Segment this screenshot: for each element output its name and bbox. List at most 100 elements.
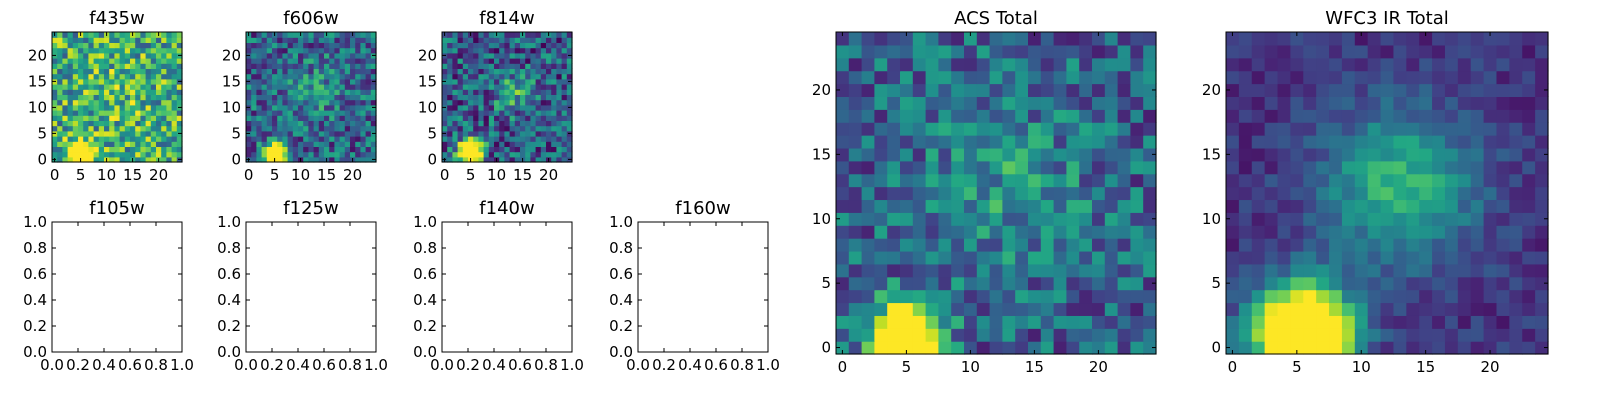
heatmap-cell — [67, 151, 74, 158]
heatmap-cell — [1104, 276, 1119, 291]
heatmap-cell — [282, 99, 289, 106]
heatmap-cell — [150, 156, 157, 163]
heatmap-cell — [1367, 199, 1382, 213]
heatmap-cell — [1303, 135, 1317, 149]
heatmap-cell — [1509, 135, 1523, 149]
heatmap-cell — [874, 315, 888, 329]
heatmap-cell — [1419, 122, 1433, 136]
heatmap-cell — [130, 99, 136, 106]
heatmap-cell — [150, 110, 157, 116]
heatmap-cell — [1509, 315, 1523, 329]
heatmap-cell — [318, 58, 325, 64]
heatmap-cell — [277, 63, 283, 69]
heatmap-cell — [1457, 212, 1472, 226]
heatmap-cell — [355, 136, 361, 142]
heatmap-cell — [83, 84, 89, 90]
heatmap-cell — [861, 160, 875, 175]
heatmap-cell — [951, 186, 965, 201]
heatmap-cell — [514, 146, 521, 153]
heatmap-cell — [156, 125, 162, 132]
heatmap-cell — [925, 302, 939, 316]
heatmap-cell — [473, 68, 479, 75]
heatmap-cell — [324, 120, 330, 127]
x-tick-label: 0.6 — [118, 356, 142, 374]
heatmap-cell — [171, 94, 178, 101]
heatmap-cell — [520, 141, 526, 147]
heatmap-cell — [166, 146, 173, 153]
heatmap-cell — [561, 37, 568, 43]
heatmap-cell — [303, 146, 309, 153]
heatmap-cell — [1444, 238, 1459, 252]
heatmap-cell — [1028, 263, 1042, 278]
heatmap-cell — [1040, 302, 1055, 316]
heatmap-cell — [246, 47, 252, 54]
heatmap-cell — [355, 141, 361, 147]
heatmap-cell — [161, 42, 167, 49]
heatmap-cell — [67, 78, 74, 85]
heatmap-cell — [114, 104, 121, 111]
heatmap-cell — [442, 146, 448, 153]
heatmap-cell — [530, 73, 537, 80]
heatmap-cell — [468, 146, 474, 153]
heatmap-cell — [1354, 109, 1369, 123]
heatmap-cell — [452, 99, 459, 106]
heatmap-cell — [1380, 96, 1395, 110]
heatmap-cell — [951, 160, 965, 175]
heatmap-cell — [1104, 341, 1119, 355]
heatmap-cell — [848, 147, 863, 162]
heatmap-cell — [365, 120, 372, 127]
heatmap-cell — [468, 84, 474, 90]
heatmap-cell — [324, 151, 330, 158]
heatmap-cell — [67, 37, 74, 43]
heatmap-cell — [176, 37, 183, 43]
heatmap-cell — [509, 63, 516, 69]
heatmap-cell — [1264, 83, 1279, 97]
heatmap-cell — [344, 58, 351, 64]
heatmap-cell — [478, 120, 485, 127]
heatmap-cell — [964, 32, 978, 46]
heatmap-cell — [62, 73, 69, 80]
heatmap-cell — [1535, 199, 1549, 213]
heatmap-cell — [308, 120, 315, 127]
heatmap-cell — [478, 156, 485, 163]
heatmap-cell — [318, 89, 325, 95]
heatmap-cell — [1380, 109, 1395, 123]
heatmap-cell — [1509, 199, 1523, 213]
heatmap-cell — [1406, 302, 1420, 316]
heatmap-cell — [452, 89, 459, 95]
heatmap-cell — [140, 151, 147, 158]
heatmap-cell — [483, 130, 490, 137]
heatmap-cell — [964, 238, 978, 252]
heatmap-cell — [1341, 83, 1356, 97]
heatmap-cell — [442, 58, 448, 64]
heatmap-cell — [457, 32, 464, 38]
heatmap-cell — [1444, 263, 1459, 278]
heatmap-cell — [161, 115, 167, 121]
heatmap-cell — [261, 125, 268, 132]
heatmap-cell — [1535, 109, 1549, 123]
x-tick-label: 15 — [1025, 358, 1044, 376]
heatmap-cell — [1264, 135, 1279, 149]
heatmap-cell — [1143, 32, 1157, 46]
heatmap-cell — [874, 225, 888, 239]
heatmap-cell — [1117, 238, 1131, 252]
heatmap-cell — [292, 125, 299, 132]
heatmap-cell — [156, 78, 162, 85]
heatmap-cell — [1028, 315, 1042, 329]
heatmap-cell — [473, 52, 479, 59]
heatmap-cell — [525, 94, 531, 101]
heatmap-cell — [72, 58, 79, 64]
x-tick-label: 0.2 — [456, 356, 480, 374]
heatmap-cell — [119, 58, 126, 64]
heatmap-cell — [292, 104, 299, 111]
heatmap-cell — [925, 238, 939, 252]
heatmap-cell — [334, 78, 341, 85]
panel-title: f160w — [675, 198, 730, 219]
heatmap-cell — [350, 151, 356, 158]
heatmap-cell — [78, 115, 84, 121]
heatmap-cell — [509, 47, 516, 54]
heatmap-cell — [556, 151, 563, 158]
heatmap-cell — [67, 32, 74, 38]
heatmap-cell — [251, 156, 257, 163]
